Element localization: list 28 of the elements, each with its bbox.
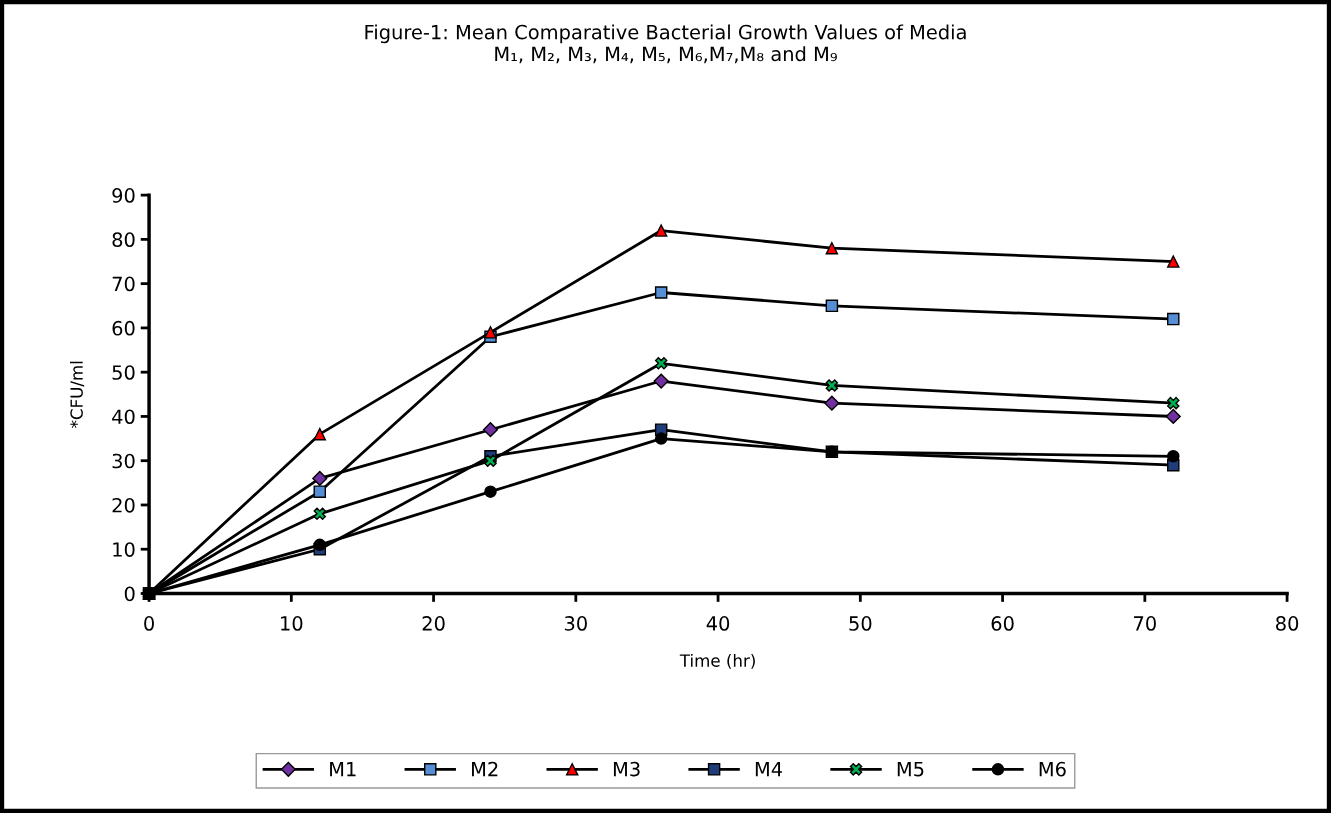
x-tick-label: 70 <box>1134 616 1156 631</box>
y-axis-title: *CFU/ml <box>70 361 85 428</box>
x-tick-label: 20 <box>422 616 445 631</box>
y-tick-label: 70 <box>112 276 135 292</box>
y-tick-label: 80 <box>112 232 135 248</box>
y-tick-label: 40 <box>112 409 135 425</box>
x-tick-label: 50 <box>849 616 872 631</box>
x-axis-title: Time (hr) <box>679 653 755 669</box>
legend-label: M5 <box>897 761 924 777</box>
x-tick-label: 10 <box>281 616 303 631</box>
y-tick-label: 50 <box>112 365 135 380</box>
legend-label: M1 <box>330 761 356 777</box>
y-tick-label: 30 <box>112 453 135 469</box>
legend-label: M2 <box>472 761 498 777</box>
legend-label: M4 <box>755 761 783 777</box>
legend-label: M6 <box>1039 761 1066 777</box>
chart-title: Figure-1: Mean Comparative Bacterial Growth Values of Media M₁, M₂, M₃, M₄, M₅, M₆,M₇,M₈ and M₉ <box>365 24 966 64</box>
x-tick-label: 30 <box>564 616 587 631</box>
x-tick-label: 80 <box>1276 616 1299 631</box>
x-tick-label: 0 <box>144 616 154 631</box>
x-tick-label: 40 <box>706 616 730 631</box>
y-tick-label: 0 <box>124 586 135 602</box>
y-tick-label: 20 <box>112 497 135 513</box>
legend-label: M3 <box>613 761 640 777</box>
y-tick-label: 60 <box>112 320 135 336</box>
x-tick-label: 60 <box>991 616 1014 631</box>
y-tick-label: 90 <box>112 188 135 203</box>
y-tick-label: 10 <box>113 542 135 557</box>
